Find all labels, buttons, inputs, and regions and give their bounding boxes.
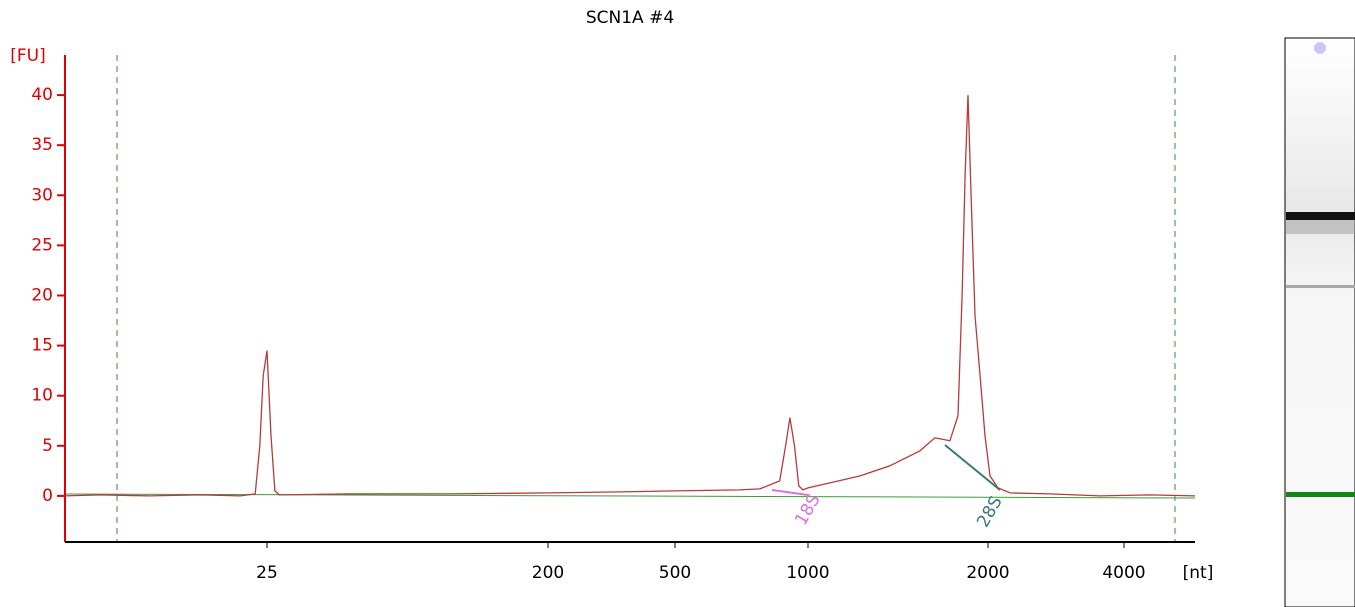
y-tick-label: 30 xyxy=(31,185,53,205)
y-tick-label: 20 xyxy=(31,285,53,305)
gel-band xyxy=(1286,220,1355,234)
x-tick-label: 25 xyxy=(256,563,278,583)
x-tick-label: 200 xyxy=(532,563,564,583)
y-tick-label: 35 xyxy=(31,135,53,155)
x-axis-label: [nt] xyxy=(1183,563,1214,583)
y-tick-label: 40 xyxy=(31,85,53,105)
peak-18s-line xyxy=(771,489,809,496)
y-tick-label: 10 xyxy=(31,386,53,406)
gel-band xyxy=(1286,492,1355,497)
chart-title: SCN1A #4 xyxy=(586,8,674,28)
x-tick-label: 500 xyxy=(659,563,691,583)
peak-28s-line xyxy=(944,444,1001,491)
y-tick-label: 5 xyxy=(42,436,53,456)
y-axis-label: [FU] xyxy=(10,46,46,66)
gel-lane xyxy=(1284,37,1355,607)
trace xyxy=(64,95,1196,497)
x-tick-label: 2000 xyxy=(966,563,1009,583)
y-tick-label: 25 xyxy=(31,235,53,255)
gel-spot xyxy=(1314,42,1326,54)
peak-label: 28S xyxy=(973,493,1007,531)
y-tick-label: 15 xyxy=(31,336,53,356)
gel-band xyxy=(1286,285,1355,288)
gel-band xyxy=(1286,212,1355,220)
y-tick-label: 0 xyxy=(42,486,53,506)
x-tick-label: 4000 xyxy=(1102,563,1145,583)
x-tick-label: 1000 xyxy=(786,563,829,583)
